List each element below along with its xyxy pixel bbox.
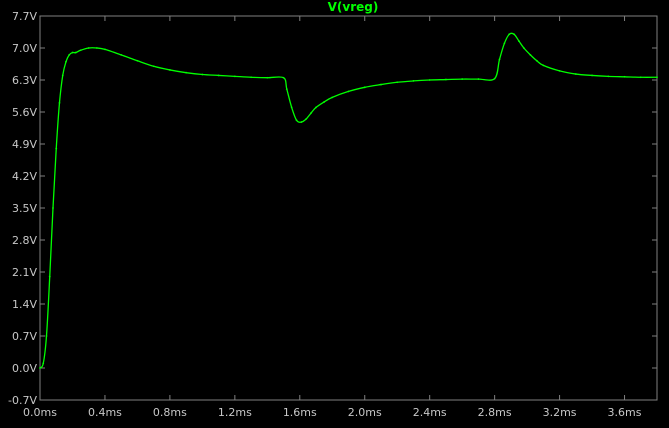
data-point [513, 33, 516, 36]
y-tick-label: 4.2V [12, 170, 37, 183]
x-tick-label: 0.4ms [88, 406, 122, 419]
data-point [461, 78, 464, 80]
y-tick-label: 4.9V [12, 138, 37, 151]
x-tick-label: 0.0ms [23, 406, 57, 419]
data-point [535, 59, 538, 62]
x-tick-label: 2.8ms [478, 406, 512, 419]
data-point [542, 64, 545, 67]
data-point [55, 147, 58, 150]
data-point [508, 33, 511, 36]
data-point [71, 51, 74, 54]
data-point [518, 40, 520, 43]
data-point [498, 58, 501, 61]
data-point [315, 106, 317, 109]
y-tick-label: 1.4V [12, 298, 37, 311]
y-tick-label: 6.3V [12, 74, 37, 87]
data-point [529, 53, 532, 56]
data-point [574, 73, 577, 75]
data-point [285, 88, 288, 91]
data-point [65, 60, 67, 63]
data-point [310, 112, 313, 114]
data-point [58, 101, 61, 104]
data-point [282, 76, 285, 79]
y-tick-label: 0.7V [12, 330, 37, 343]
data-point [300, 121, 303, 123]
y-tick-label: 7.7V [12, 10, 37, 23]
data-point [120, 53, 123, 56]
data-point [136, 59, 139, 62]
data-point [607, 75, 610, 78]
data-point [591, 74, 593, 77]
y-tick-label: 0.0V [12, 362, 37, 375]
data-point [61, 74, 64, 77]
data-point [152, 65, 155, 68]
trace-label-vreg[interactable]: V(vreg) [328, 0, 379, 14]
data-point [331, 96, 334, 99]
data-point [79, 49, 82, 52]
data-point [290, 106, 293, 109]
x-tick-label: 0.8ms [153, 406, 187, 419]
data-point [412, 80, 415, 82]
data-point [396, 81, 399, 84]
series-group [39, 32, 658, 369]
x-tick-label: 2.0ms [348, 406, 382, 419]
y-tick-label: 3.5V [12, 202, 37, 215]
data-point [233, 75, 236, 78]
data-point [266, 76, 269, 79]
data-point [656, 76, 658, 79]
data-point [493, 77, 496, 80]
data-point [522, 47, 525, 49]
data-point [428, 79, 431, 81]
x-tick-label: 3.6ms [608, 406, 642, 419]
x-tick-label: 1.6ms [283, 406, 317, 419]
data-point [639, 76, 642, 79]
data-point [305, 117, 308, 120]
data-point [74, 51, 77, 54]
data-point [104, 48, 106, 51]
data-point [323, 101, 326, 103]
data-point [445, 78, 447, 81]
data-point [201, 73, 204, 76]
data-point [42, 362, 45, 365]
axis-tick-labels: 7.7V 7.0V 6.3V 5.6V 4.9V 4.2V 3.5V 2.8V 2.1V 1.4V… [8, 10, 642, 419]
data-point [45, 335, 48, 337]
data-point [48, 275, 51, 278]
data-point [503, 42, 506, 45]
data-point [363, 86, 366, 89]
data-point [250, 76, 252, 79]
data-point [380, 83, 382, 86]
y-tick-label: 5.6V [12, 106, 37, 119]
data-point [87, 47, 90, 49]
data-point [168, 69, 171, 71]
data-point [52, 207, 54, 209]
data-point [185, 71, 188, 74]
data-point [347, 90, 350, 93]
data-point [217, 74, 220, 77]
axis-ticks [39, 15, 657, 401]
data-point [68, 53, 71, 56]
data-point [95, 47, 98, 49]
x-tick-label: 1.2ms [218, 406, 252, 419]
data-point [623, 75, 626, 78]
y-tick-label: 7.0V [12, 42, 37, 55]
x-tick-label: 2.4ms [413, 406, 447, 419]
y-tick-label: 2.1V [12, 266, 37, 279]
y-tick-label: 2.8V [12, 234, 37, 247]
data-point [558, 69, 561, 72]
y-tick-label: -0.7V [8, 394, 37, 407]
data-point [477, 78, 480, 80]
x-tick-label: 3.2ms [543, 406, 577, 419]
data-point [295, 119, 298, 122]
data-point [39, 367, 41, 369]
